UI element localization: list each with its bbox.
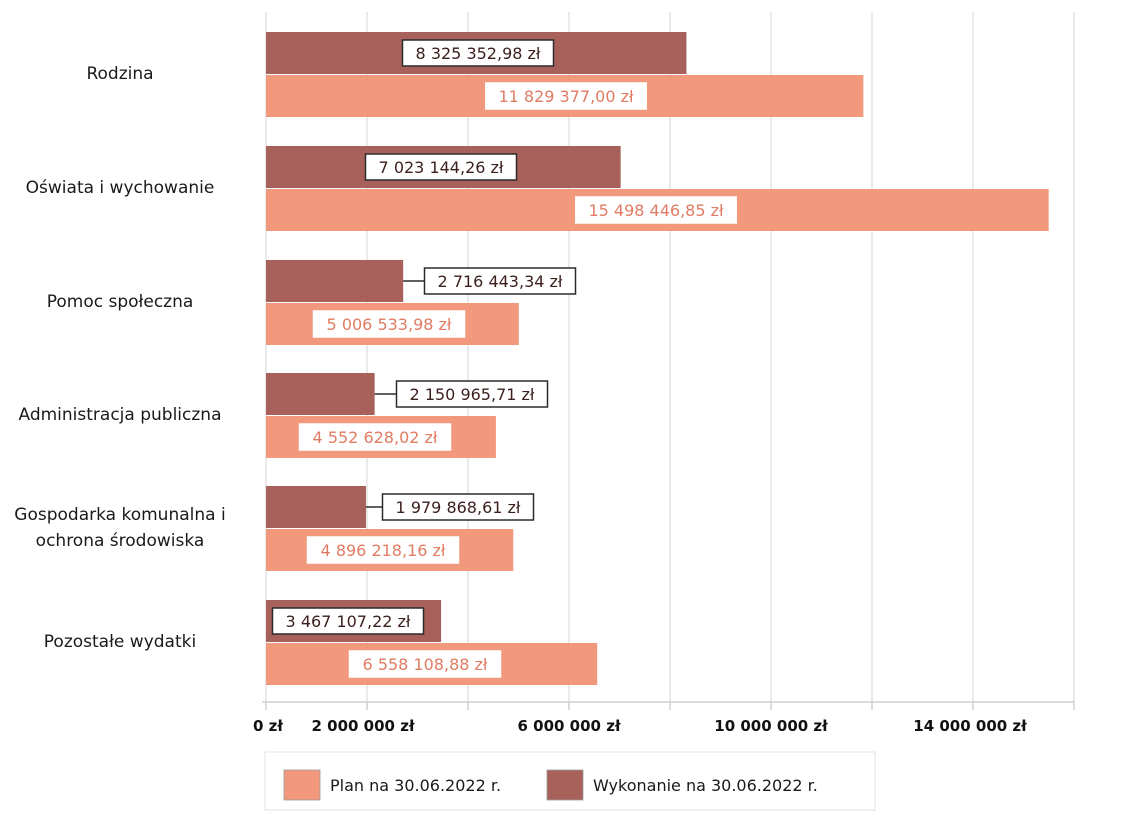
category-label: Pomoc społeczna (47, 292, 194, 312)
data-label-plan: 15 498 446,85 zł (588, 201, 724, 220)
data-label-box (395, 380, 549, 408)
data-label-plan: 5 006 533,98 zł (327, 315, 452, 334)
data-label-box (381, 493, 535, 521)
x-axis: 0 zł 2 000 000 zł 6 000 000 zł 10 000 000 z… (253, 701, 1075, 735)
data-label-wykonanie: 7 023 144,26 zł (379, 158, 504, 177)
x-tick-label: 2 000 000 zł (311, 717, 414, 735)
legend: Plan na 30.06.2022 r. Wykonanie na 30.06.… (264, 751, 876, 811)
data-label-box (485, 82, 647, 110)
data-label-plan: 11 829 377,00 zł (498, 87, 634, 106)
data-label-wykonanie: 8 325 352,98 zł (416, 44, 541, 63)
category-label: Pozostałe wydatki (44, 632, 196, 652)
data-label-plan: 6 558 108,88 zł (363, 655, 488, 674)
data-label-wykonanie: 2 716 443,34 zł (438, 272, 563, 291)
category-label: Oświata i wychowanie (26, 178, 215, 198)
category-labels: Rodzina Oświata i wychowanie Pomoc społecz… (14, 64, 225, 652)
data-label-box (575, 196, 737, 224)
data-label-wykonanie: 2 150 965,71 zł (410, 385, 535, 404)
data-label-box (423, 267, 577, 295)
x-tick-label: 14 000 000 zł (913, 717, 1027, 735)
data-label-box (312, 310, 466, 338)
data-label-box (306, 536, 460, 564)
x-tick-label: 0 zł (253, 717, 283, 735)
data-label-box (401, 39, 555, 67)
data-label-wykonanie: 3 467 107,22 zł (286, 612, 411, 631)
data-label-plan: 4 896 218,16 zł (321, 541, 446, 560)
legend-swatch (283, 769, 321, 801)
data-label-wykonanie: 1 979 868,61 zł (396, 498, 521, 517)
legend-label: Plan na 30.06.2022 r. (330, 776, 501, 795)
bar-wykonanie (266, 373, 375, 415)
x-tick-label: 10 000 000 zł (714, 717, 828, 735)
data-label-box (271, 607, 425, 635)
data-label-plan: 4 552 628,02 zł (313, 428, 438, 447)
category-label: ochrona środowiska (36, 531, 205, 551)
category-label: Rodzina (86, 64, 153, 84)
category-label: Administracja publiczna (19, 405, 222, 425)
legend-label: Wykonanie na 30.06.2022 r. (593, 776, 818, 795)
gridlines (265, 12, 1075, 702)
bar-wykonanie (266, 260, 404, 302)
data-label-box (364, 153, 518, 181)
data-label-box (348, 650, 502, 678)
category-label: Gospodarka komunalna i (14, 505, 225, 525)
bars: 8 325 352,98 zł 7 023 144,26 zł 2 716 443,… (266, 32, 1049, 685)
x-tick-label: 6 000 000 zł (517, 717, 620, 735)
data-label-box (298, 423, 452, 451)
legend-swatch (546, 769, 584, 801)
bar-wykonanie (266, 486, 366, 528)
